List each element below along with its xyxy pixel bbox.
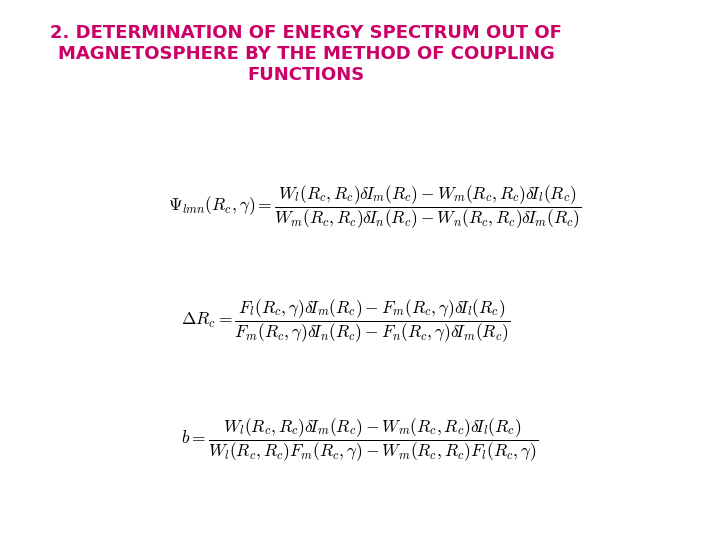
Text: $\Psi_{lmn}(R_c,\gamma)=\dfrac{W_l(R_c,R_c)\delta\!I_m(R_c)-W_m(R_c,R_c)\delta\!: $\Psi_{lmn}(R_c,\gamma)=\dfrac{W_l(R_c,R…	[168, 184, 581, 232]
Text: $b=\dfrac{W_l(R_c,R_c)\delta\!I_m(R_c)-W_m(R_c,R_c)\delta\!I_l(R_c)}{W_l(R_c,R_c: $b=\dfrac{W_l(R_c,R_c)\delta\!I_m(R_c)-W…	[181, 416, 539, 464]
Text: $\Delta R_c=\dfrac{F_l(R_c,\gamma)\delta\!I_m(R_c)-F_m(R_c,\gamma)\delta\!I_l(R_: $\Delta R_c=\dfrac{F_l(R_c,\gamma)\delta…	[181, 298, 510, 345]
Text: 2. DETERMINATION OF ENERGY SPECTRUM OUT OF
MAGNETOSPHERE BY THE METHOD OF COUPLI: 2. DETERMINATION OF ENERGY SPECTRUM OUT …	[50, 24, 562, 84]
